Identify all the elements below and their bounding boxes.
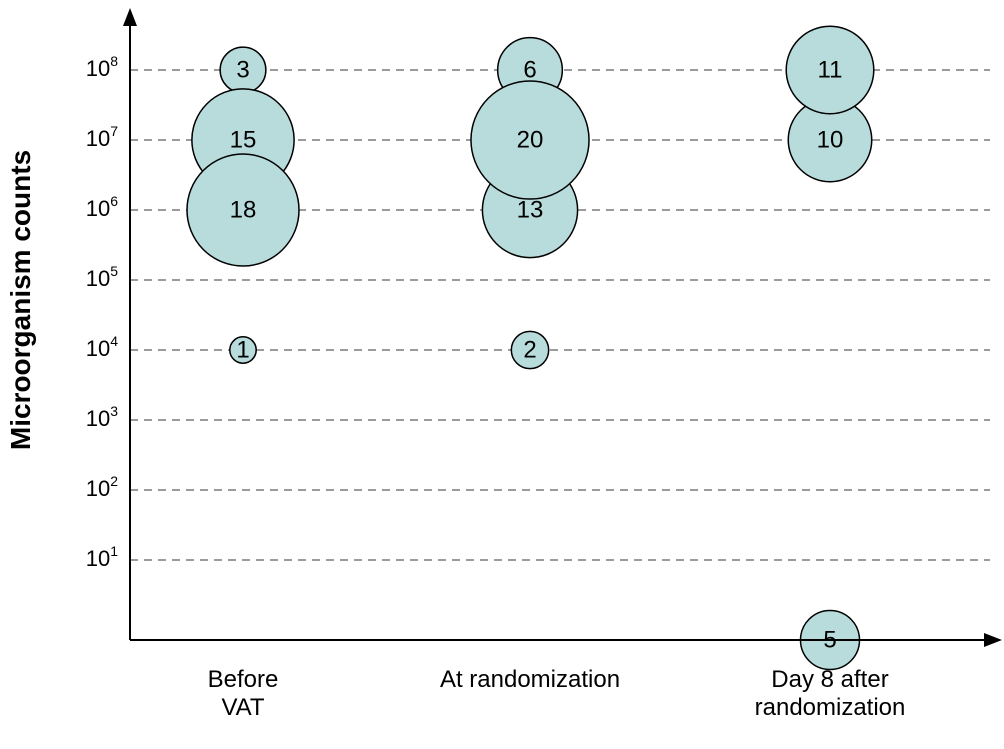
x-category-label: Day 8 afterrandomization xyxy=(755,666,906,721)
x-category-label: BeforeVAT xyxy=(208,666,279,721)
chart-svg: 1235610111315182010110210310410510610710… xyxy=(0,0,1004,749)
y-tick-label: 103 xyxy=(86,403,118,431)
y-tick-label: 108 xyxy=(86,53,118,81)
y-axis-title: Microorganism counts xyxy=(5,150,36,450)
y-tick-label: 102 xyxy=(86,473,118,501)
y-tick-label: 104 xyxy=(86,333,118,361)
y-tick-label: 107 xyxy=(86,123,118,151)
bubble-label: 6 xyxy=(523,57,536,84)
x-axis-arrow xyxy=(984,633,1002,647)
x-category-label: At randomization xyxy=(440,666,620,693)
y-tick-labels: 101 102 103 104 105 106 107 108 xyxy=(86,53,118,571)
y-tick-label: 106 xyxy=(86,193,118,221)
bubble-label: 2 xyxy=(523,337,536,364)
bubble-chart: 1235610111315182010110210310410510610710… xyxy=(0,0,1004,749)
bubble-label: 15 xyxy=(230,127,257,154)
bubble-label: 3 xyxy=(236,57,249,84)
y-axis-arrow xyxy=(123,8,137,26)
bubble-label: 20 xyxy=(517,127,544,154)
bubble-label: 10 xyxy=(817,127,844,154)
bubble-label: 1 xyxy=(236,337,249,364)
bubbles: 12356101113151820 xyxy=(187,26,874,669)
bubble-label: 13 xyxy=(517,197,544,224)
bubble-label: 18 xyxy=(230,197,257,224)
x-category-labels: BeforeVAT At randomization Day 8 afterrand… xyxy=(208,666,906,721)
bubble-label: 11 xyxy=(818,57,843,84)
y-tick-label: 101 xyxy=(86,543,118,571)
y-tick-label: 105 xyxy=(86,263,118,291)
